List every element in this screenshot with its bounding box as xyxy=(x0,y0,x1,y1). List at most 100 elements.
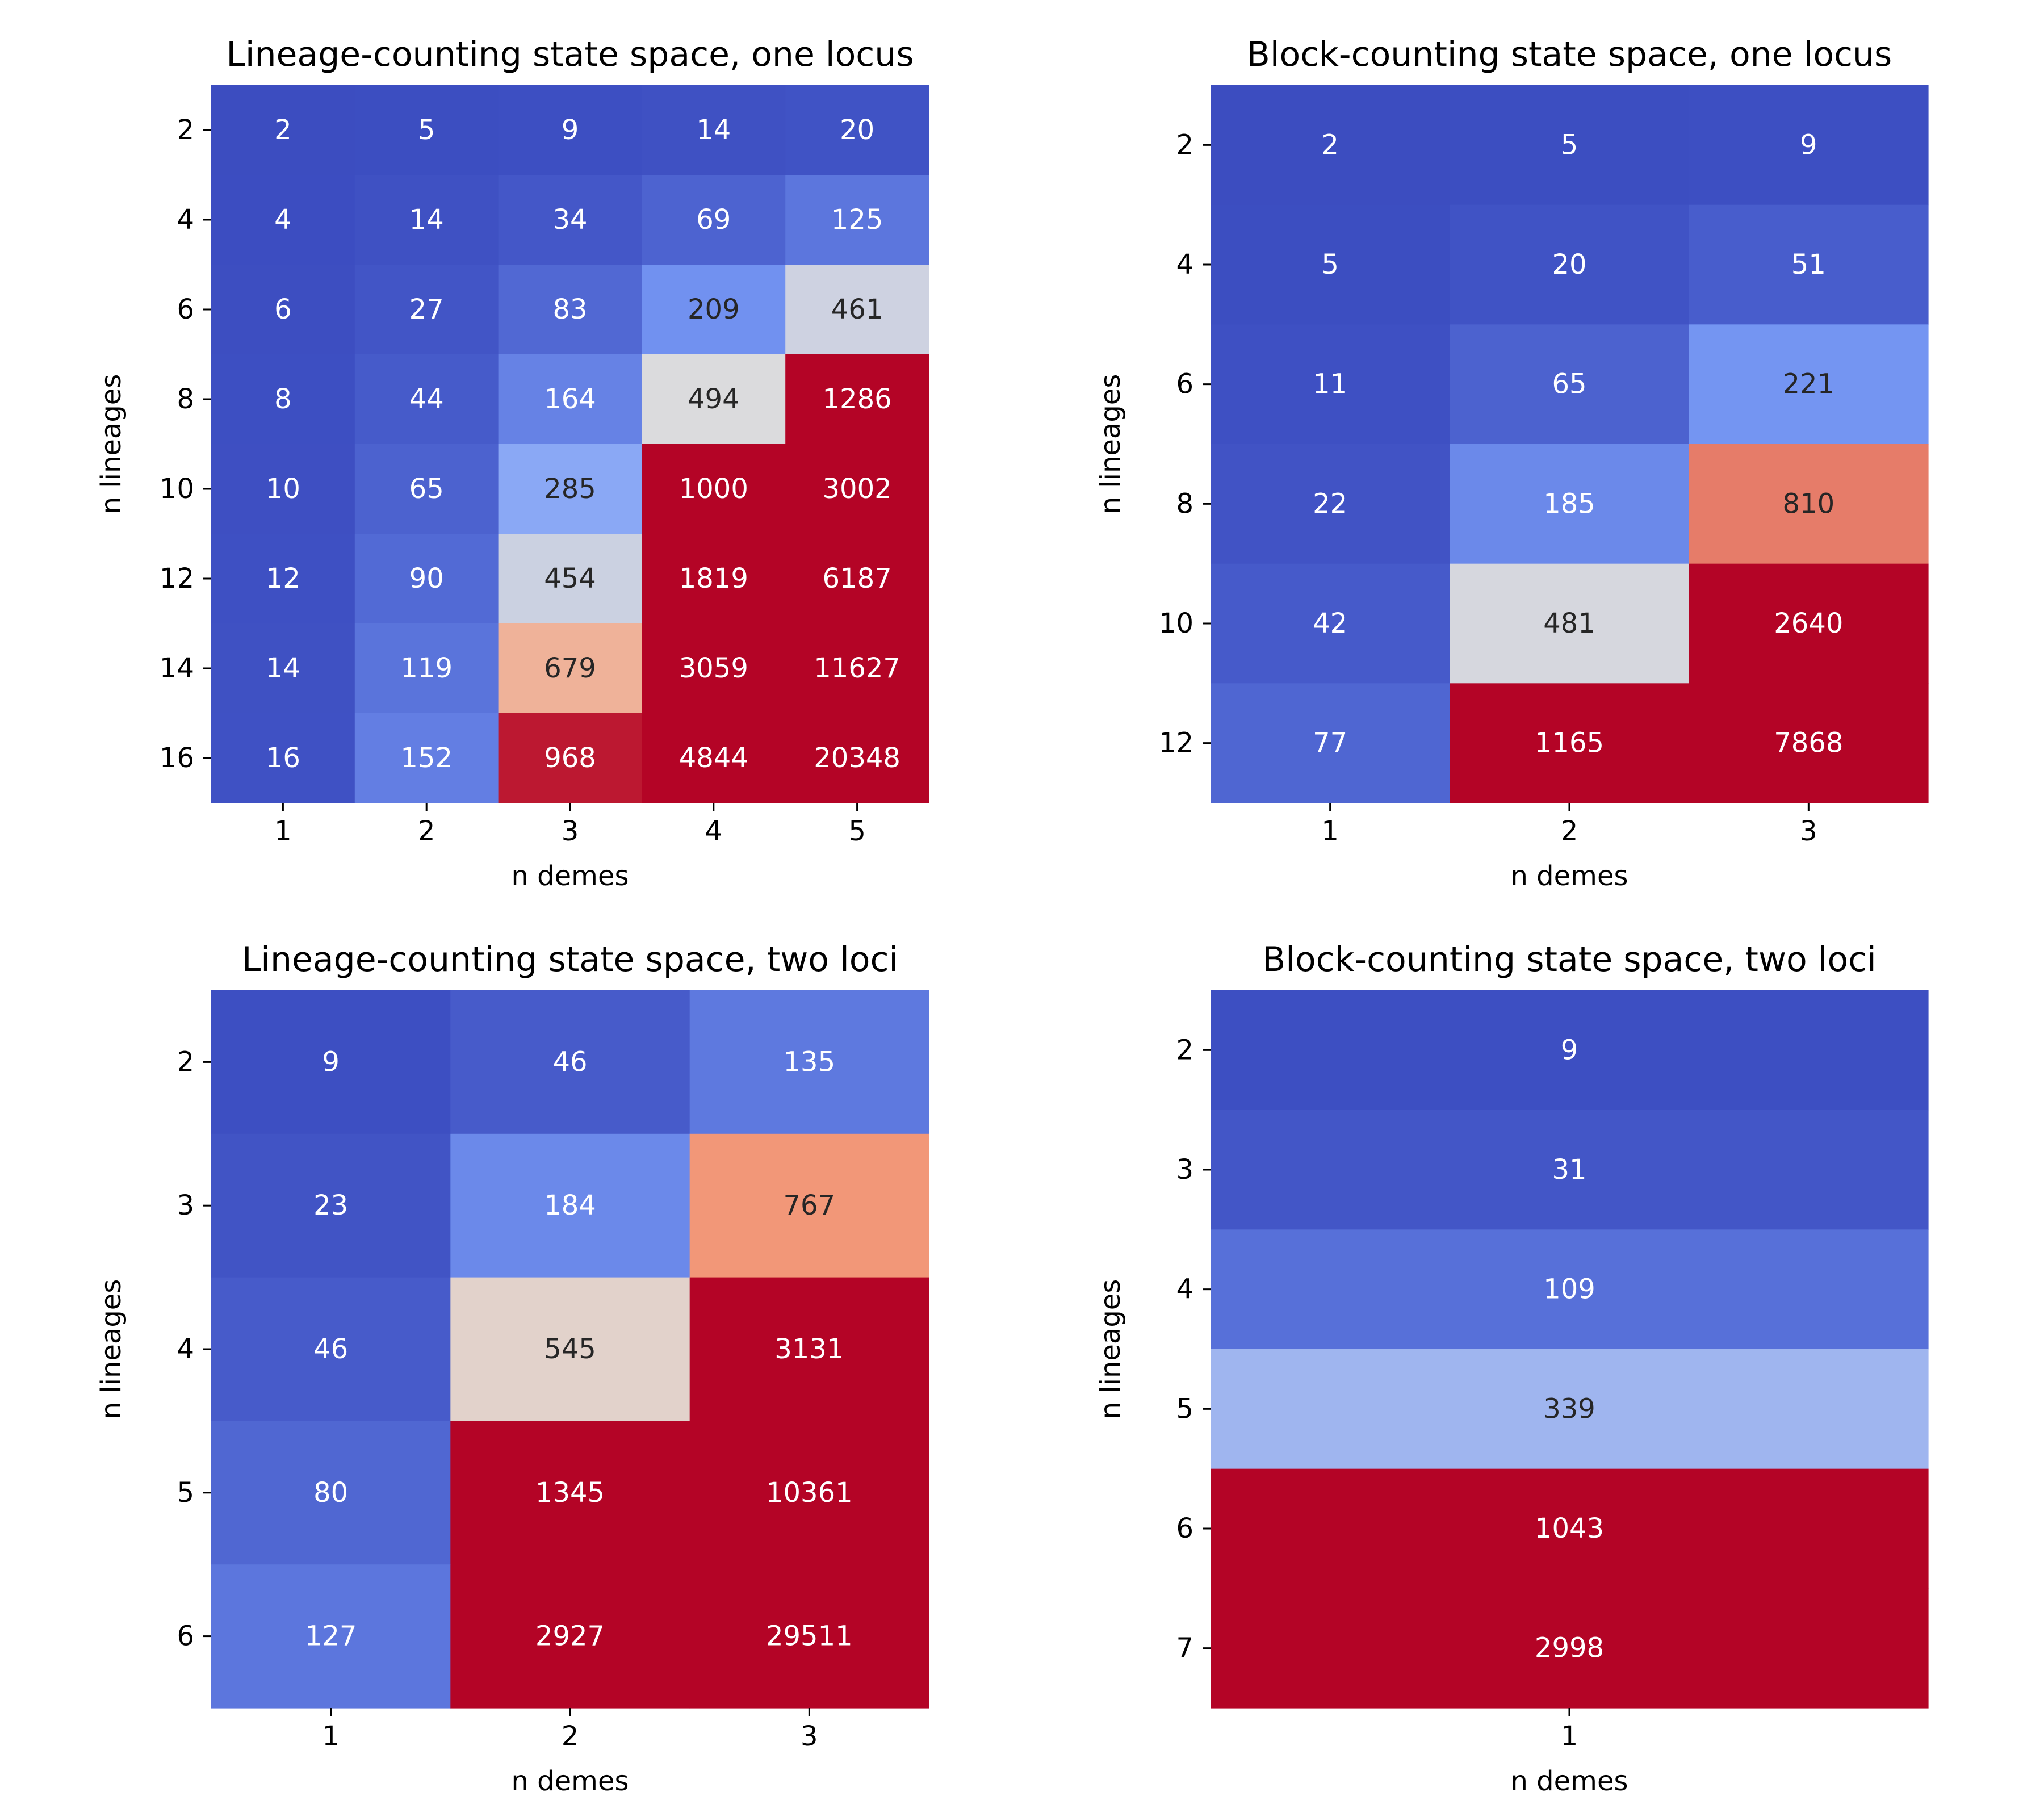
x-axis-label: n demes xyxy=(512,860,629,892)
heatmap-cell xyxy=(498,354,642,445)
cell-value-label: 5 xyxy=(418,114,435,146)
cell-value-label: 5 xyxy=(1561,129,1578,161)
cell-value-label: 184 xyxy=(544,1190,596,1221)
heatmap-cell xyxy=(211,990,451,1134)
cell-value-label: 209 xyxy=(688,294,740,325)
y-tick-label: 8 xyxy=(1176,488,1193,520)
heatmap-cell xyxy=(785,623,929,714)
cell-value-label: 65 xyxy=(1552,369,1586,400)
heatmap-cell xyxy=(211,1133,451,1278)
cell-value-label: 42 xyxy=(1313,608,1347,639)
y-tick-label: 7 xyxy=(1176,1632,1193,1664)
y-tick-label: 2 xyxy=(177,1046,194,1078)
heatmap-cell xyxy=(354,175,499,265)
cell-value-label: 83 xyxy=(552,294,587,325)
heatmap-cell xyxy=(211,354,355,445)
y-tick-label: 6 xyxy=(1176,1513,1193,1544)
heatmap-cell xyxy=(450,1277,690,1421)
cell-value-label: 679 xyxy=(544,652,596,684)
cell-value-label: 3059 xyxy=(679,652,748,684)
cell-value-label: 339 xyxy=(1543,1393,1595,1425)
heatmap-cell xyxy=(1689,85,1929,206)
cell-value-label: 20348 xyxy=(814,742,900,774)
x-axis: 1 2 3 xyxy=(322,1708,818,1752)
heatmap-cell xyxy=(354,354,499,445)
heatmap-cell xyxy=(211,534,355,624)
cell-value-label: 810 xyxy=(1783,488,1835,520)
chart-title: Lineage-counting state space, one locus xyxy=(226,35,914,74)
cell-value-label: 2 xyxy=(1321,129,1339,161)
x-tick-label: 3 xyxy=(562,815,579,847)
y-tick-label: 4 xyxy=(1176,1274,1193,1305)
heatmap-cell xyxy=(498,534,642,624)
y-axis: 2 4 6 8 10 12 14 16 xyxy=(160,114,211,774)
x-tick-label: 1 xyxy=(322,1720,340,1752)
cell-value-label: 80 xyxy=(313,1477,348,1509)
heatmap-cell xyxy=(689,990,929,1134)
cell-value-label: 10361 xyxy=(766,1477,853,1509)
y-tick-label: 10 xyxy=(1159,608,1193,639)
heatmap-cell xyxy=(1450,683,1690,803)
heatmap-cell xyxy=(1211,683,1450,803)
heatmap-cell xyxy=(1211,204,1450,325)
heatmap-cell xyxy=(498,713,642,803)
cell-value-label: 6187 xyxy=(823,563,892,594)
cell-value-label: 20 xyxy=(840,114,874,146)
heatmap-cell xyxy=(785,85,929,175)
y-axis-label: n lineages xyxy=(1095,374,1126,514)
heatmap-cells xyxy=(1211,990,1929,1709)
heatmap-cell xyxy=(1689,563,1929,684)
heatmap-cell xyxy=(689,1564,929,1709)
heatmap-cell xyxy=(1689,204,1929,325)
cell-value-label: 6 xyxy=(274,294,292,325)
y-tick-label: 6 xyxy=(177,1621,194,1652)
cell-value-label: 545 xyxy=(544,1333,596,1365)
x-axis: 1 2 3 4 5 xyxy=(274,803,866,847)
cell-value-label: 46 xyxy=(313,1333,348,1365)
y-tick-label: 5 xyxy=(177,1477,194,1509)
cell-value-label: 9 xyxy=(1561,1034,1578,1066)
x-tick-label: 1 xyxy=(1561,1720,1578,1752)
heatmap-cell xyxy=(642,444,786,534)
y-tick-label: 2 xyxy=(177,114,194,146)
heatmap-cell xyxy=(354,534,499,624)
cell-value-label: 9 xyxy=(562,114,579,146)
cell-value-label: 51 xyxy=(1791,249,1826,280)
cell-value-label: 125 xyxy=(831,204,883,236)
heatmap-cell xyxy=(354,265,499,355)
heatmap-cell xyxy=(450,990,690,1134)
cell-value-label: 34 xyxy=(552,204,587,236)
x-tick-label: 3 xyxy=(801,1720,818,1752)
cell-value-label: 221 xyxy=(1783,369,1835,400)
heatmap-cell xyxy=(642,85,786,175)
y-tick-label: 12 xyxy=(160,563,194,594)
x-tick-label: 1 xyxy=(274,815,292,847)
y-tick-label: 12 xyxy=(1159,727,1193,759)
heatmap-cell xyxy=(498,175,642,265)
cell-value-label: 481 xyxy=(1543,608,1595,639)
x-tick-label: 2 xyxy=(562,1720,579,1752)
cell-value-label: 5 xyxy=(1321,249,1339,280)
heatmap-cells xyxy=(1211,85,1929,803)
cell-value-label: 494 xyxy=(688,383,740,415)
heatmap-cell xyxy=(450,1133,690,1278)
y-tick-label: 6 xyxy=(1176,369,1193,400)
x-axis: 1 2 3 xyxy=(1321,803,1817,847)
heatmap-cell xyxy=(642,534,786,624)
heatmap-cell xyxy=(1211,1468,1929,1589)
cell-value-label: 27 xyxy=(409,294,444,325)
x-tick-label: 2 xyxy=(1561,815,1578,847)
cell-value-label: 135 xyxy=(784,1046,836,1078)
cell-value-label: 767 xyxy=(784,1190,836,1221)
heatmap-cell-labels: 2 5 9 14 20 4 14 34 69 125 6 27 83 209 461 8 44 164 494 128… xyxy=(266,114,900,774)
heatmap-cell xyxy=(689,1133,929,1278)
y-tick-label: 8 xyxy=(177,383,194,415)
x-axis-label: n demes xyxy=(1511,1765,1628,1797)
heatmap-cell xyxy=(1211,1349,1929,1469)
cell-value-label: 8 xyxy=(274,383,292,415)
cell-value-label: 14 xyxy=(696,114,731,146)
x-tick-label: 2 xyxy=(418,815,435,847)
